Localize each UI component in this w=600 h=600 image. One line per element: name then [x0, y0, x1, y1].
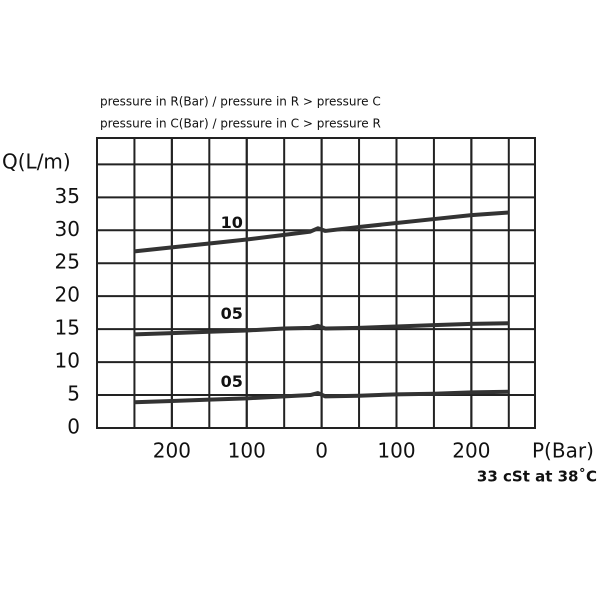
- series-label: 05: [221, 304, 243, 323]
- y-tick-label: 25: [55, 250, 80, 274]
- y-axis-label: Q(L/m): [2, 150, 71, 174]
- x-tick-label: 0: [315, 439, 328, 463]
- y-tick-label: 0: [67, 415, 80, 439]
- note: 33 cSt at 38˚C: [477, 468, 597, 486]
- x-tick-label: 200: [153, 439, 191, 463]
- y-tick-label: 30: [55, 217, 80, 241]
- x-tick-label: 100: [377, 439, 415, 463]
- series-label: 05: [221, 372, 243, 391]
- y-tick-label: 15: [55, 316, 80, 340]
- annotation: pressure in R(Bar) / pressure in R > pre…: [100, 95, 381, 109]
- data-line: [134, 321, 509, 337]
- y-tick-label: 35: [55, 184, 80, 208]
- x-tick-label: 200: [452, 439, 490, 463]
- data-line: [134, 389, 509, 405]
- x-tick-label: 100: [228, 439, 266, 463]
- x-axis-label: P(Bar): [532, 439, 594, 463]
- y-tick-label: 20: [55, 283, 80, 307]
- plot-frame: [96, 137, 536, 429]
- y-tick-label: 10: [55, 349, 80, 373]
- series-label: 10: [221, 213, 243, 232]
- data-line: [134, 210, 509, 254]
- annotation: pressure in C(Bar) / pressure in C > pre…: [100, 117, 381, 131]
- y-tick-label: 5: [67, 382, 80, 406]
